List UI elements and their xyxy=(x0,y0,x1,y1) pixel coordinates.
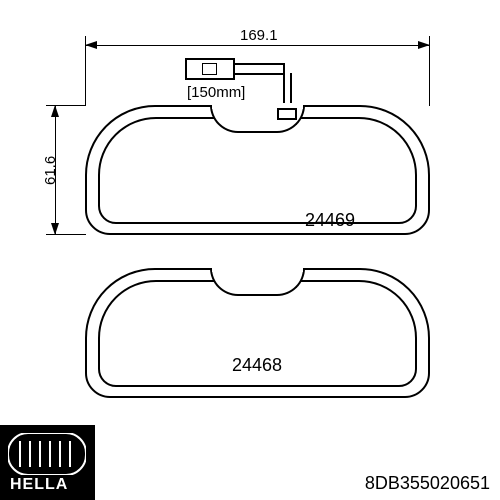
height-arrow-down xyxy=(51,223,59,235)
wire-connector-pin xyxy=(202,63,217,75)
brand-logo-badge: HELLA xyxy=(0,425,95,500)
wear-sensor-mount xyxy=(277,108,297,120)
top-pad-number: 24469 xyxy=(305,210,355,231)
diagram-container: 169.1 61.6 [150mm] 24469 24468 HELLA 8DB… xyxy=(0,0,500,500)
hella-logo-icon xyxy=(8,433,86,475)
brand-name: HELLA xyxy=(10,476,68,494)
sensor-wire-1 xyxy=(235,63,285,65)
height-dimension-label: 61.6 xyxy=(42,156,59,185)
part-number: 8DB355020651 xyxy=(365,473,490,494)
width-dimension-line xyxy=(86,45,429,46)
width-dimension-label: 169.1 xyxy=(240,27,278,44)
width-arrow-right xyxy=(418,41,430,49)
brake-pad-bottom-cutout-cover xyxy=(212,266,303,272)
sensor-wire-2 xyxy=(235,73,285,75)
brake-pad-top-friction xyxy=(98,117,417,224)
bottom-pad-number: 24468 xyxy=(232,355,282,376)
width-arrow-left xyxy=(85,41,97,49)
height-arrow-up xyxy=(51,105,59,117)
wire-length-label: [150mm] xyxy=(187,84,245,101)
brake-pad-bottom-cutout xyxy=(210,268,305,296)
